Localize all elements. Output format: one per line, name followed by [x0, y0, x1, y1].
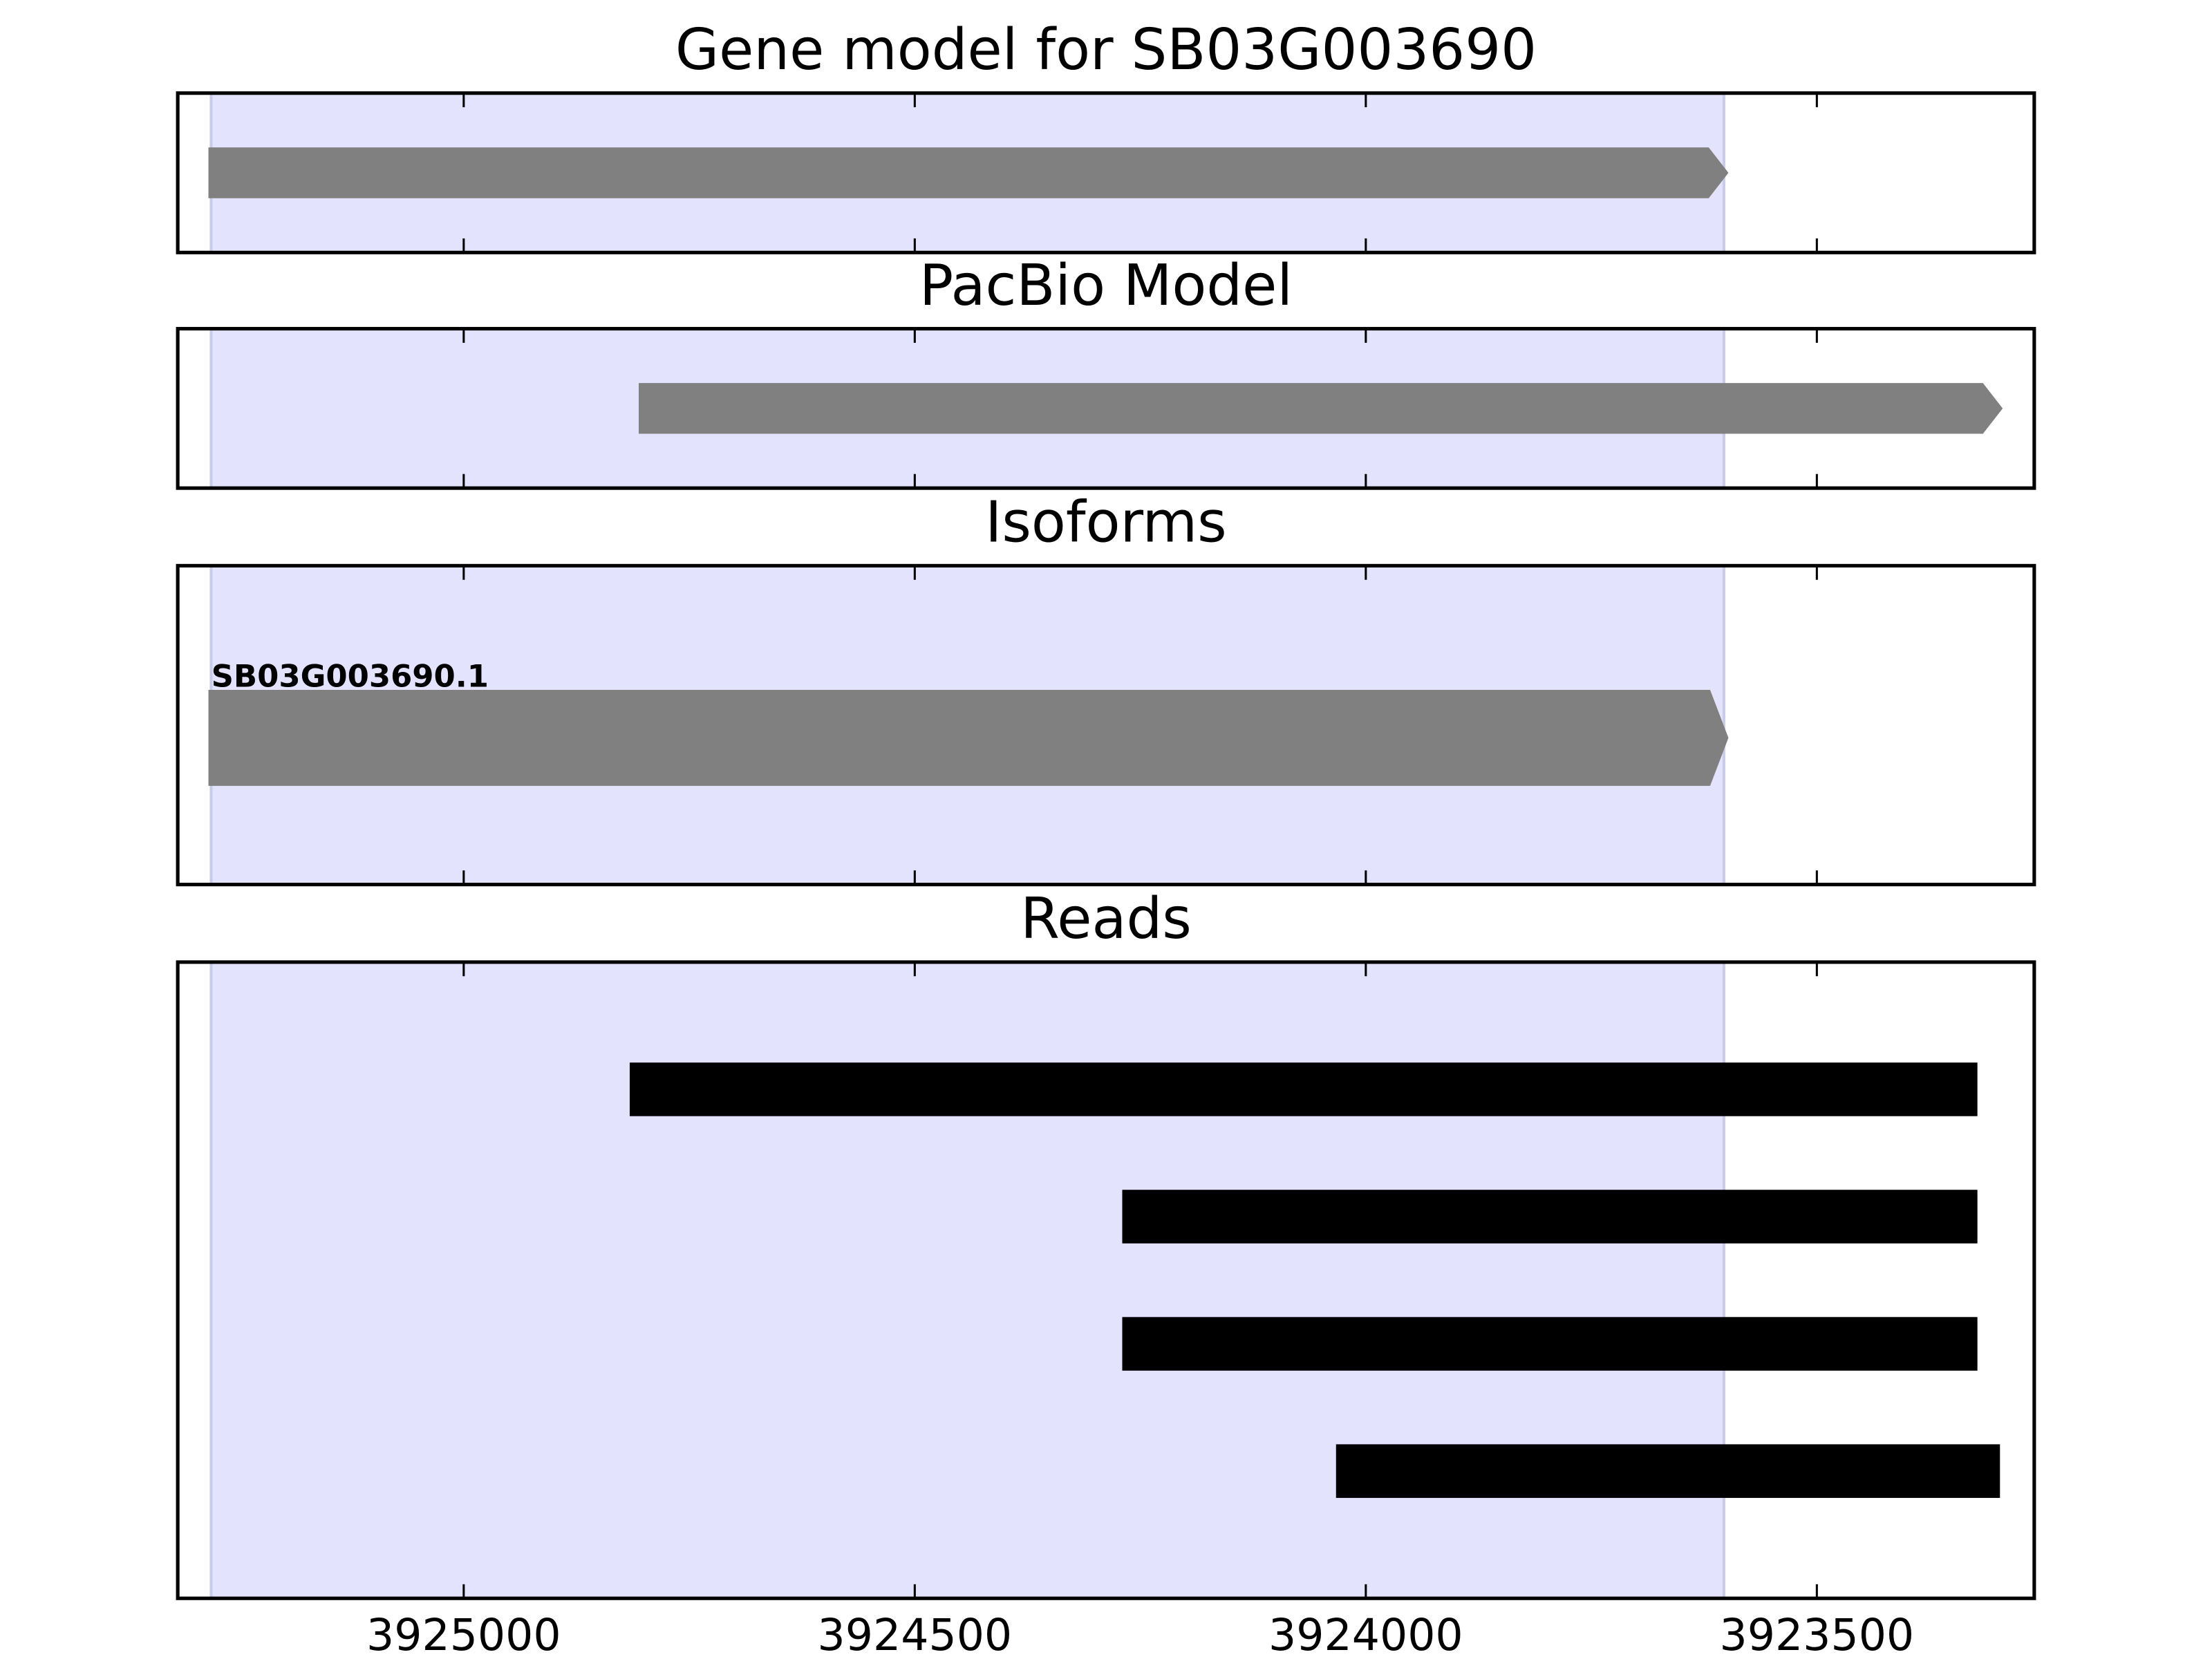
read	[1122, 1190, 1978, 1244]
panel-title: Gene model for SB03G003690	[675, 17, 1537, 83]
panel-title: PacBio Model	[919, 253, 1293, 319]
feature-label: SB03G003690.1	[212, 658, 489, 695]
panel-title: Isoforms	[985, 490, 1226, 556]
read	[629, 1062, 1978, 1116]
read	[1335, 1444, 2000, 1498]
highlight-span	[209, 960, 1725, 1600]
panel-frame	[176, 326, 2036, 490]
panel-title: Reads	[1020, 886, 1192, 952]
gene-feature	[208, 147, 1729, 198]
panel-frame	[176, 563, 2036, 887]
x-tick-label: 3925000	[366, 1609, 561, 1659]
panel-frame	[176, 960, 2036, 1600]
gene-feature	[639, 383, 2003, 434]
x-tick-label: 3924000	[1268, 1609, 1463, 1659]
x-tick-label: 3924500	[817, 1609, 1012, 1659]
read	[1122, 1317, 1978, 1371]
panel-frame	[176, 91, 2036, 254]
x-tick-label: 3923500	[1719, 1609, 1914, 1659]
gene-feature	[208, 690, 1729, 786]
